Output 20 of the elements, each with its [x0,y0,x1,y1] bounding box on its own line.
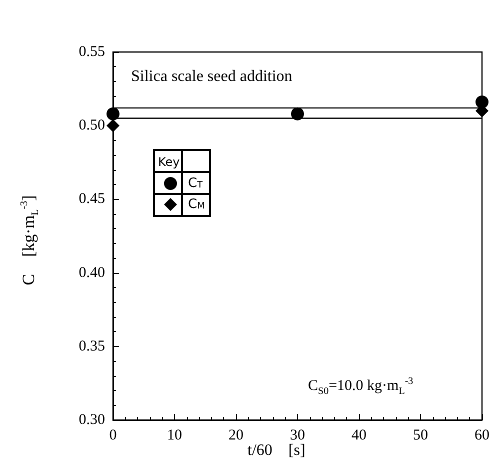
x-tick-label: 0 [109,428,117,444]
point [106,119,120,132]
y-tick-label: 0.50 [78,118,105,134]
x-tick-label: 60 [474,428,490,444]
legend-label: CM [188,197,205,212]
x-axis-title: t/60 [s] [248,442,306,460]
y-tick-label: 0.30 [78,412,105,428]
legend-title: Key [158,155,180,169]
y-tick-label: 0.55 [78,44,105,60]
y-tick-label: 0.45 [78,191,105,208]
x-tick-label: 40 [352,428,366,444]
x-tick-label: 50 [413,428,428,444]
legend-label: CT [188,176,204,191]
point [106,107,120,120]
x-tick-label: 20 [228,428,244,444]
y-tick-label: 0.40 [78,264,105,281]
x-tick-label: 30 [290,428,305,444]
x-tick-label: 10 [167,428,182,444]
y-tick-label: 0.35 [78,338,105,354]
annotation: Silica scale seed addition [131,68,292,86]
